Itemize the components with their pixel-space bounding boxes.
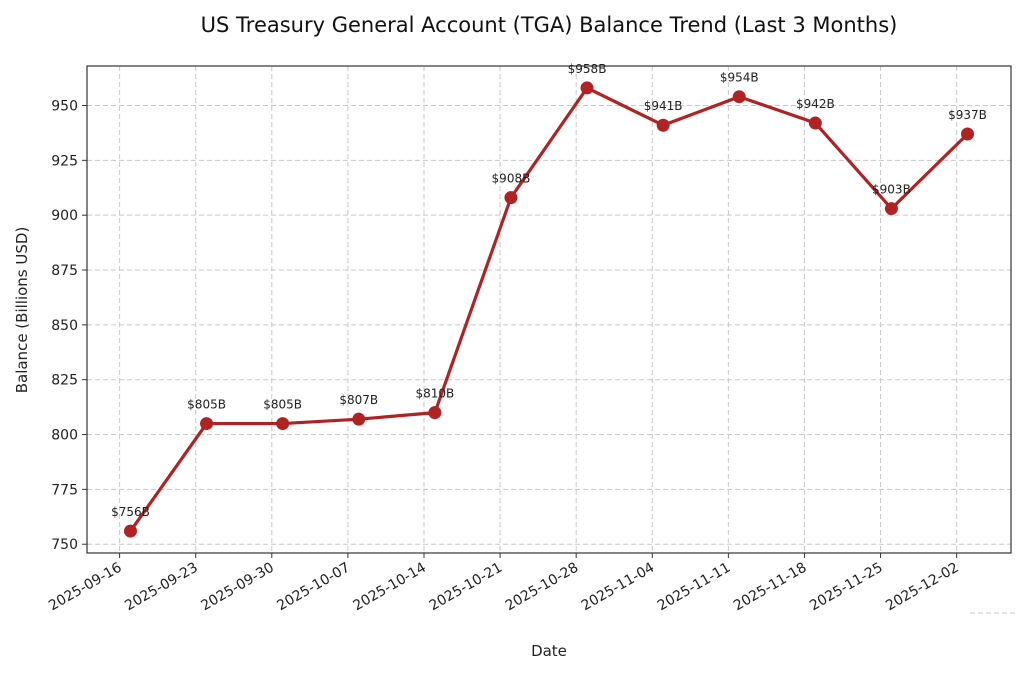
x-tick-label: 2025-11-04 xyxy=(579,560,658,615)
y-tick-label: 775 xyxy=(51,482,78,498)
x-tick-label: 2025-10-21 xyxy=(427,560,505,615)
data-point xyxy=(352,412,366,426)
x-tick-label: 2025-10-28 xyxy=(503,560,581,615)
y-tick-label: 750 xyxy=(51,537,78,553)
y-tick-label: 850 xyxy=(51,318,78,334)
data-label: $958B xyxy=(568,62,607,76)
y-tick-label: 900 xyxy=(51,208,78,224)
data-label: $942B xyxy=(796,97,835,111)
data-label: $908B xyxy=(492,172,531,186)
data-label: $805B xyxy=(187,398,226,412)
y-tick-label: 825 xyxy=(51,373,78,389)
data-point xyxy=(123,524,137,538)
y-tick-label: 875 xyxy=(51,263,78,279)
data-label: $937B xyxy=(948,108,987,122)
x-tick-label: 2025-09-16 xyxy=(46,560,125,615)
plot-frame xyxy=(86,65,1012,554)
data-label: $756B xyxy=(111,505,150,519)
x-tick-label: 2025-11-11 xyxy=(655,560,733,615)
data-point xyxy=(276,417,290,431)
x-tick-label: 2025-11-18 xyxy=(731,560,809,615)
data-point xyxy=(961,127,975,141)
data-label: $903B xyxy=(872,183,911,197)
x-tick-label: 2025-10-14 xyxy=(351,560,430,615)
data-label: $941B xyxy=(644,99,683,113)
data-label: $954B xyxy=(720,71,759,85)
chart-title: US Treasury General Account (TGA) Balanc… xyxy=(201,13,898,37)
x-axis-ticks: 2025-09-162025-09-232025-09-302025-10-07… xyxy=(46,553,962,614)
grid xyxy=(87,66,1011,553)
data-point xyxy=(200,417,214,431)
data-label: $805B xyxy=(263,398,302,412)
y-tick-label: 800 xyxy=(51,428,78,444)
data-point xyxy=(732,90,746,104)
y-axis-label: Balance (Billions USD) xyxy=(13,227,31,394)
y-tick-label: 925 xyxy=(51,153,78,169)
data-point xyxy=(504,191,518,205)
x-axis-label: Date xyxy=(531,642,567,660)
x-tick-label: 2025-09-30 xyxy=(198,560,276,615)
data-label: $807B xyxy=(339,393,378,407)
data-point xyxy=(656,118,670,132)
data-point xyxy=(428,406,442,420)
x-tick-label: 2025-10-07 xyxy=(274,560,352,615)
series-balance: $756B $805B $805B $807B $810B $908B $958B $941B… xyxy=(111,62,987,538)
y-tick-label: 950 xyxy=(51,98,78,114)
x-tick-label: 2025-09-23 xyxy=(122,560,200,615)
data-point xyxy=(580,81,594,95)
x-tick-label: 2025-12-02 xyxy=(883,560,961,615)
x-tick-label: 2025-11-25 xyxy=(807,560,885,615)
y-axis-ticks: 750 775 800 825 850 875 900 925 950 xyxy=(51,98,87,553)
data-point xyxy=(808,116,822,130)
data-point xyxy=(884,202,898,216)
data-label: $810B xyxy=(415,387,454,401)
series-line xyxy=(129,86,969,532)
